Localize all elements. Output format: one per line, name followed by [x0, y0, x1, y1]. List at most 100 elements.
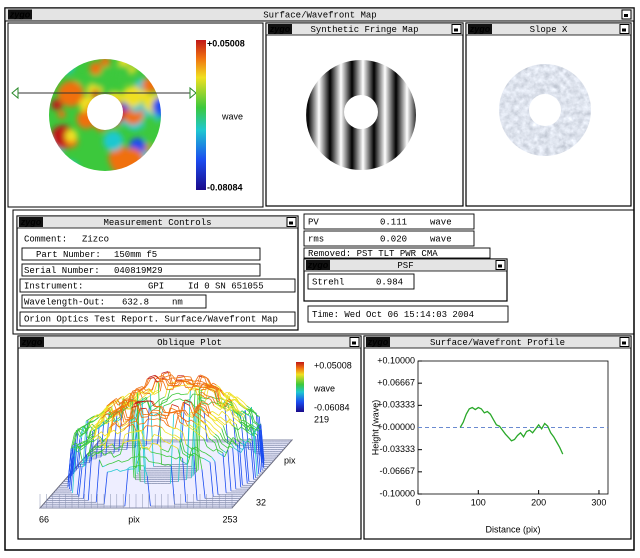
- surface-line: [161, 396, 166, 399]
- surface-line: [152, 442, 156, 445]
- surface-line: [136, 409, 141, 422]
- surface-line: [179, 456, 183, 459]
- y-tick-label: +0.03333: [377, 400, 415, 410]
- panel-title: Synthetic Fringe Map: [310, 25, 418, 35]
- surface-line: [97, 426, 102, 429]
- map-blob: [120, 148, 144, 172]
- surface-line: [190, 452, 195, 457]
- surface-line: [80, 447, 85, 451]
- surface-line: [175, 381, 180, 384]
- surface-line: [229, 437, 234, 441]
- surface-line: [200, 406, 205, 412]
- surface-line: [257, 427, 261, 431]
- surface-line: [212, 387, 216, 390]
- surface-line: [195, 449, 199, 452]
- surface-line: [97, 414, 101, 416]
- surface-line: [210, 399, 215, 406]
- surface-line: [190, 402, 195, 412]
- surface-line: [69, 457, 74, 490]
- surface-line: [111, 403, 116, 407]
- surface-line: [128, 418, 132, 421]
- surface-line: [223, 408, 228, 412]
- surface-line: [116, 398, 120, 404]
- surface-line: [200, 419, 205, 423]
- surface-line: [141, 402, 145, 405]
- surface-line: [207, 403, 212, 415]
- surface-line: [231, 423, 235, 427]
- surface-line: [110, 451, 115, 458]
- surface-line: [120, 428, 124, 431]
- surface-line: [103, 413, 107, 417]
- surface-line: [115, 411, 120, 415]
- surface-line: [229, 402, 234, 406]
- surface-line: [193, 452, 198, 456]
- surface-line: [193, 380, 198, 385]
- surface-line: [125, 422, 129, 426]
- field-label: Part Number:: [36, 250, 101, 260]
- surface-line: [164, 416, 169, 426]
- map-blob: [142, 77, 157, 93]
- surface-line: [96, 425, 101, 429]
- surface-line: [151, 374, 156, 377]
- surface-line: [79, 426, 84, 440]
- surface-line: [190, 386, 194, 391]
- surface-line: [245, 424, 250, 428]
- surface-line: [230, 440, 235, 444]
- surface-line: [172, 457, 177, 460]
- surface-line: [193, 384, 198, 387]
- report-text: Orion Optics Test Report. Surface/Wavefr…: [24, 314, 278, 324]
- surface-line: [163, 420, 168, 426]
- surface-line: [192, 426, 197, 430]
- surface-line: [177, 414, 182, 418]
- surface-line: [224, 449, 229, 457]
- surface-line: [202, 403, 206, 407]
- zygo-logo-text: zygo: [21, 337, 43, 347]
- axis-label: pix: [284, 455, 296, 465]
- surface-line: [179, 440, 184, 454]
- surface-line: [181, 416, 185, 420]
- surface-line: [227, 449, 232, 492]
- surface-line: [110, 429, 115, 433]
- surface-line: [75, 445, 80, 449]
- surface-line: [210, 389, 215, 392]
- surface-line: [255, 424, 260, 430]
- surface-line: [153, 407, 158, 410]
- surface-line: [178, 392, 182, 396]
- surface-line: [222, 390, 226, 396]
- surface-line: [92, 416, 96, 420]
- surface-line: [221, 421, 226, 426]
- surface-line: [228, 392, 233, 396]
- surface-line: [224, 438, 229, 442]
- surface-line: [174, 392, 179, 395]
- surface-line: [176, 438, 180, 442]
- surface-line: [127, 392, 132, 404]
- surface-line: [214, 442, 219, 453]
- surface-line: [88, 453, 92, 457]
- surface-line: [99, 413, 104, 426]
- surface-line: [117, 406, 122, 409]
- surface-line: [146, 378, 151, 386]
- surface-line: [97, 451, 102, 454]
- surface-line: [94, 420, 99, 436]
- surface-line: [204, 385, 209, 387]
- surface-line: [221, 428, 226, 439]
- surface-line: [97, 434, 102, 444]
- surface-line: [115, 447, 119, 450]
- axis-label: pix: [128, 514, 140, 524]
- surface-line: [155, 389, 159, 392]
- surface-line: [206, 382, 211, 386]
- surface-line: [226, 398, 231, 402]
- surface-line: [83, 441, 88, 445]
- surface-line: [209, 386, 213, 388]
- surface-line: [153, 377, 158, 382]
- surface-line: [182, 410, 187, 416]
- surface-line: [121, 423, 126, 426]
- window-icon-glyph: [622, 341, 626, 345]
- surface-line: [105, 417, 110, 423]
- window-icon-glyph: [454, 28, 458, 32]
- surface-line: [227, 440, 232, 449]
- surface-line: [160, 436, 164, 442]
- surface-line: [139, 386, 143, 388]
- surface-line: [244, 415, 249, 430]
- surface-line: [106, 403, 111, 407]
